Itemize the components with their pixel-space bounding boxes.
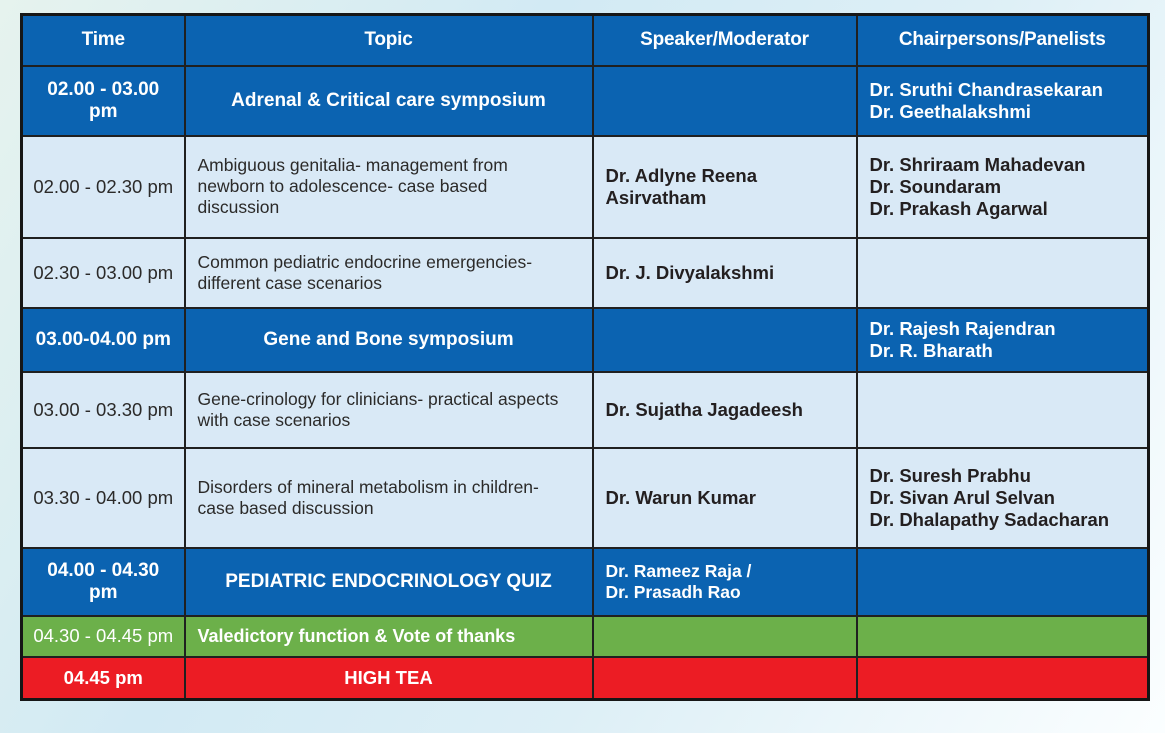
header-speaker: Speaker/Moderator bbox=[591, 13, 858, 67]
header-chairpersons: Chairpersons/Panelists bbox=[855, 13, 1150, 67]
chairpersons-cell bbox=[855, 370, 1150, 449]
topic-cell: Common pediatric endocrine emergencies- … bbox=[183, 236, 594, 309]
chairpersons-cell bbox=[855, 236, 1150, 309]
topic-cell: PEDIATRIC ENDOCRINOLOGY QUIZ bbox=[183, 546, 594, 617]
chairpersons-cell bbox=[855, 614, 1150, 658]
time-cell: 03.00-04.00 pm bbox=[20, 306, 186, 373]
chairpersons-cell: Dr. Sruthi Chandrasekaran Dr. Geethalaks… bbox=[855, 64, 1150, 137]
speaker-cell bbox=[591, 64, 858, 137]
time-cell: 03.30 - 04.00 pm bbox=[20, 446, 186, 549]
topic-cell: Adrenal & Critical care symposium bbox=[183, 64, 594, 137]
speaker-cell: Dr. Warun Kumar bbox=[591, 446, 858, 549]
speaker-cell: Dr. Adlyne Reena Asirvatham bbox=[591, 134, 858, 239]
time-cell: 02.00 - 03.00 pm bbox=[20, 64, 186, 137]
table-row: 04.30 - 04.45 pm Valedictory function & … bbox=[20, 614, 1150, 658]
speaker-cell: Dr. Rameez Raja / Dr. Prasadh Rao bbox=[591, 546, 858, 617]
chairpersons-cell bbox=[855, 655, 1150, 701]
topic-cell: Gene-crinology for clinicians- practical… bbox=[183, 370, 594, 449]
speaker-cell: Dr. Sujatha Jagadeesh bbox=[591, 370, 858, 449]
table-row: 04.45 pm HIGH TEA bbox=[20, 655, 1150, 701]
time-cell: 02.00 - 02.30 pm bbox=[20, 134, 186, 239]
topic-cell: Valedictory function & Vote of thanks bbox=[183, 614, 594, 658]
time-cell: 03.00 - 03.30 pm bbox=[20, 370, 186, 449]
topic-cell: Ambiguous genitalia- management from new… bbox=[183, 134, 594, 239]
speaker-cell bbox=[591, 655, 858, 701]
program-schedule-table: Time Topic Speaker/Moderator Chairperson… bbox=[20, 13, 1150, 701]
table-row: 04.00 - 04.30 pm PEDIATRIC ENDOCRINOLOGY… bbox=[20, 546, 1150, 617]
table-row: 03.00 - 03.30 pm Gene-crinology for clin… bbox=[20, 370, 1150, 449]
header-topic: Topic bbox=[183, 13, 594, 67]
table-row: 02.30 - 03.00 pm Common pediatric endocr… bbox=[20, 236, 1150, 309]
chairpersons-cell: Dr. Rajesh Rajendran Dr. R. Bharath bbox=[855, 306, 1150, 373]
chairpersons-cell bbox=[855, 546, 1150, 617]
topic-cell: Gene and Bone symposium bbox=[183, 306, 594, 373]
time-cell: 04.30 - 04.45 pm bbox=[20, 614, 186, 658]
speaker-cell: Dr. J. Divyalakshmi bbox=[591, 236, 858, 309]
table-row: 02.00 - 03.00 pm Adrenal & Critical care… bbox=[20, 64, 1150, 137]
time-cell: 02.30 - 03.00 pm bbox=[20, 236, 186, 309]
topic-cell: HIGH TEA bbox=[183, 655, 594, 701]
topic-cell: Disorders of mineral metabolism in child… bbox=[183, 446, 594, 549]
chairpersons-cell: Dr. Shriraam Mahadevan Dr. Soundaram Dr.… bbox=[855, 134, 1150, 239]
speaker-cell bbox=[591, 306, 858, 373]
chairpersons-cell: Dr. Suresh Prabhu Dr. Sivan Arul Selvan … bbox=[855, 446, 1150, 549]
time-cell: 04.45 pm bbox=[20, 655, 186, 701]
speaker-cell bbox=[591, 614, 858, 658]
table-row: 03.30 - 04.00 pm Disorders of mineral me… bbox=[20, 446, 1150, 549]
table-row: 02.00 - 02.30 pm Ambiguous genitalia- ma… bbox=[20, 134, 1150, 239]
time-cell: 04.00 - 04.30 pm bbox=[20, 546, 186, 617]
header-time: Time bbox=[20, 13, 186, 67]
table-row: 03.00-04.00 pm Gene and Bone symposium D… bbox=[20, 306, 1150, 373]
table-header-row: Time Topic Speaker/Moderator Chairperson… bbox=[20, 13, 1150, 67]
